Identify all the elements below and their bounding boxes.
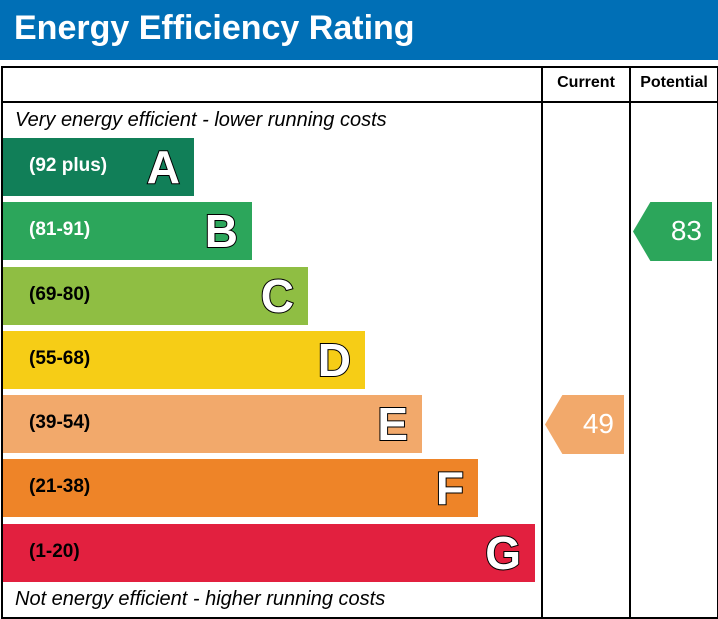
current-rating-arrow: 49 (545, 395, 624, 454)
band-range: (92 plus) (29, 155, 108, 176)
band-letter: C (260, 269, 295, 323)
column-header-current: Current (557, 74, 615, 91)
potential-rating-arrow: 83 (633, 202, 712, 261)
band-letter: F (435, 461, 465, 515)
bottom-note: Not energy efficient - higher running co… (15, 588, 386, 610)
band-range: (69-80) (29, 284, 91, 305)
band-e: (39-54) E (3, 395, 422, 453)
column-divider-current (541, 66, 543, 617)
band-letter: E (376, 397, 409, 451)
potential-rating-value: 83 (670, 215, 702, 246)
band-letter: D (317, 333, 352, 387)
band-letter: G (484, 526, 522, 580)
band-d: (55-68) D (3, 331, 365, 389)
current-rating-value: 49 (582, 408, 614, 439)
band-b: (81-91) B (3, 202, 252, 260)
band-range: (1-20) (29, 541, 80, 562)
band-range: (39-54) (29, 412, 91, 433)
column-header-potential: Potential (640, 74, 708, 91)
column-divider-potential (629, 66, 631, 617)
band-letter: A (146, 140, 181, 194)
header-bar: Energy Efficiency Rating (0, 0, 718, 60)
band-c: (69-80) C (3, 267, 308, 325)
band-range: (81-91) (29, 219, 91, 240)
band-range: (55-68) (29, 348, 91, 369)
band-a: (92 plus) A (3, 138, 194, 196)
band-range: (21-38) (29, 476, 91, 497)
band-letter: B (204, 204, 239, 258)
chart-title: Energy Efficiency Rating (14, 9, 415, 47)
band-g: (1-20) G (3, 524, 535, 582)
band-f: (21-38) F (3, 459, 478, 517)
top-note: Very energy efficient - lower running co… (15, 109, 387, 131)
header-divider (1, 101, 717, 103)
